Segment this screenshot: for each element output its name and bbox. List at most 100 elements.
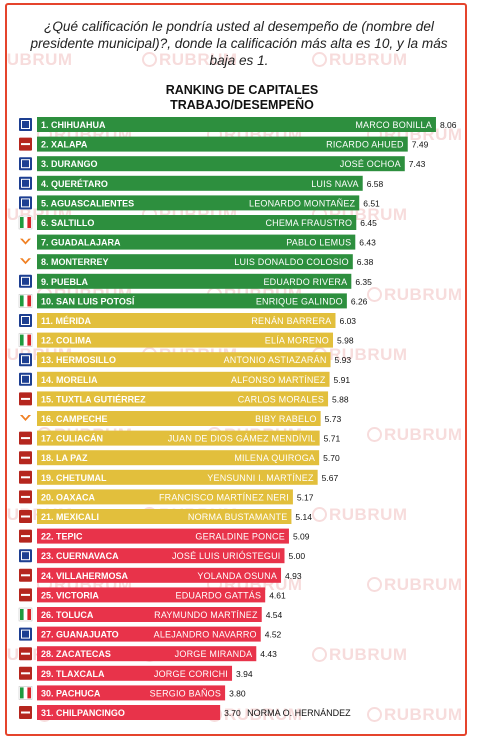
bar <box>37 352 331 368</box>
party-logo-icon <box>19 353 32 367</box>
bar-row: 29. TLAXCALA JORGE CORICHI 3.94 <box>19 665 253 681</box>
morena-logo-mark <box>21 515 30 518</box>
bar <box>37 587 266 603</box>
bar-value-label: 6.51 <box>363 198 380 208</box>
bar <box>37 665 233 681</box>
bar-mayor-label: JOSÉ OCHOA <box>340 159 401 169</box>
bar-mayor-label: CHEMA FRAUSTRO <box>265 218 352 228</box>
pan-logo-bg <box>19 627 32 641</box>
bar-rank-label: 26. TOLUCA <box>41 610 94 620</box>
bar-value-label: 5.14 <box>295 512 312 522</box>
bar-rank-label: 21. MEXICALI <box>41 512 99 522</box>
pri-logo-red <box>27 217 31 228</box>
bar <box>37 332 334 348</box>
bar-rank-label: 28. ZACATECAS <box>41 649 111 659</box>
bar-rank-label: 30. PACHUCA <box>41 688 101 698</box>
bar-mayor-label: RAYMUNDO MARTÍNEZ <box>154 610 258 620</box>
party-logo-icon <box>19 137 32 151</box>
bar-mayor-label: SERGIO BAÑOS <box>150 688 221 698</box>
bar-mayor-label: ANTONIO ASTIAZARÁN <box>224 355 327 365</box>
pri-logo-green <box>20 217 24 228</box>
bar-value-label: 5.00 <box>289 551 306 561</box>
bar-value-label: 8.06 <box>440 120 457 130</box>
pan-logo-square <box>21 316 30 325</box>
pan-logo-square <box>21 629 30 639</box>
pan-logo-square <box>21 276 30 286</box>
bar-mayor-label: ENRIQUE GALINDO <box>256 296 343 306</box>
bar-mayor-label: JORGE CORICHI <box>154 669 228 679</box>
bar-mayor-label: JOSÉ LUIS URIÓSTEGUI <box>172 551 281 561</box>
bar-rank-label: 24. VILLAHERMOSA <box>41 571 129 581</box>
bar-rank-label: 6. SALTILLO <box>41 218 94 228</box>
pan-logo-bg <box>19 372 32 386</box>
party-logo-icon <box>18 333 33 347</box>
bar-row: 17. CULIACÁN JUAN DE DIOS GÁMEZ MENDÍVIL 5… <box>19 430 340 446</box>
bar <box>37 156 405 172</box>
party-logo-icon <box>19 627 32 641</box>
bar <box>37 705 221 720</box>
bar-value-label: 6.26 <box>351 296 368 306</box>
bar-rank-label: 23. CUERNAVACA <box>41 551 119 561</box>
bar-rank-label: 16. CAMPECHE <box>41 414 108 424</box>
bar-mayor-label: ALEJANDRO NAVARRO <box>154 630 257 640</box>
bar-row: 21. MEXICALI NORMA BUSTAMANTE 5.14 <box>19 509 312 524</box>
bar <box>37 117 436 132</box>
bar-value-label: 6.35 <box>355 277 372 287</box>
party-logo-icon <box>18 215 33 230</box>
pri-logo-red <box>27 334 31 346</box>
bar <box>37 136 408 152</box>
party-logo-icon <box>18 607 33 622</box>
bar-value-label: 3.70 <box>224 708 241 718</box>
bar <box>37 293 347 309</box>
pan-logo-bg <box>19 196 32 210</box>
bar-mayor-label: ELÍA MORENO <box>265 336 329 346</box>
pri-logo-red <box>27 687 31 699</box>
party-logo-icon <box>19 255 32 269</box>
pan-logo-bg <box>19 353 32 367</box>
bar-rank-label: 31. CHILPANCINGO <box>41 708 125 718</box>
party-logo-icon <box>19 588 32 602</box>
party-logo-icon <box>19 314 32 327</box>
bar <box>37 254 353 270</box>
bar-row: 31. CHILPANCINGO 3.70 NORMA O. HERNÁNDEZ <box>19 705 351 720</box>
morena-logo-mark <box>21 437 30 440</box>
bar-mayor-label: EDUARDO GATTÁS <box>176 590 262 600</box>
bar-row: 23. CUERNAVACA JOSÉ LUIS URIÓSTEGUI 5.00 <box>19 548 306 564</box>
bar <box>37 195 360 211</box>
bar-row: 24. VILLAHERMOSA YOLANDA OSUNA 4.93 <box>19 567 302 583</box>
morena-logo-mark <box>21 397 30 400</box>
bar <box>37 626 261 642</box>
pri-logo-green <box>20 295 24 307</box>
bar-value-label: 5.17 <box>297 492 314 502</box>
mc-logo-mark <box>20 258 31 265</box>
bar-row: 3. DURANGO JOSÉ OCHOA 7.43 <box>19 156 426 172</box>
bar-rank-label: 11. MÉRIDA <box>41 316 92 326</box>
bar-value-label: 6.38 <box>357 257 374 267</box>
morena-logo-mark <box>21 593 30 596</box>
bar-value-label: 6.45 <box>360 218 377 228</box>
bar-value-label: 5.98 <box>337 336 354 346</box>
bar-value-label: 4.43 <box>260 649 277 659</box>
bar-mayor-label: BIBY RABELO <box>255 414 317 424</box>
bar-rank-label: 29. TLAXCALA <box>41 669 105 679</box>
party-logo-icon <box>19 568 32 582</box>
bar-row: 10. SAN LUIS POTOSÍ ENRIQUE GALINDO 6.26 <box>18 293 368 309</box>
party-logo-icon <box>18 686 33 700</box>
bar-row: 28. ZACATECAS JORGE MIRANDA 4.43 <box>19 646 277 662</box>
pan-logo-bg <box>19 157 32 171</box>
bar <box>37 528 289 544</box>
bar <box>37 234 356 250</box>
bar-value-label: 5.88 <box>332 394 349 404</box>
bar-row: 8. MONTERREY LUIS DONALDO COLOSIO 6.38 <box>19 254 374 270</box>
bar <box>37 450 320 466</box>
pan-logo-bg <box>19 549 32 563</box>
bar <box>37 489 293 505</box>
party-logo-icon <box>19 529 32 543</box>
party-logo-icon <box>19 235 32 249</box>
bar-rank-label: 20. OAXACA <box>41 492 96 502</box>
bar-mayor-label: PABLO LEMUS <box>286 238 351 248</box>
bar <box>37 391 329 407</box>
bar <box>37 371 330 387</box>
bar-mayor-label: RENÁN BARRERA <box>251 316 331 326</box>
bar-rank-label: 22. TEPIC <box>41 532 83 542</box>
